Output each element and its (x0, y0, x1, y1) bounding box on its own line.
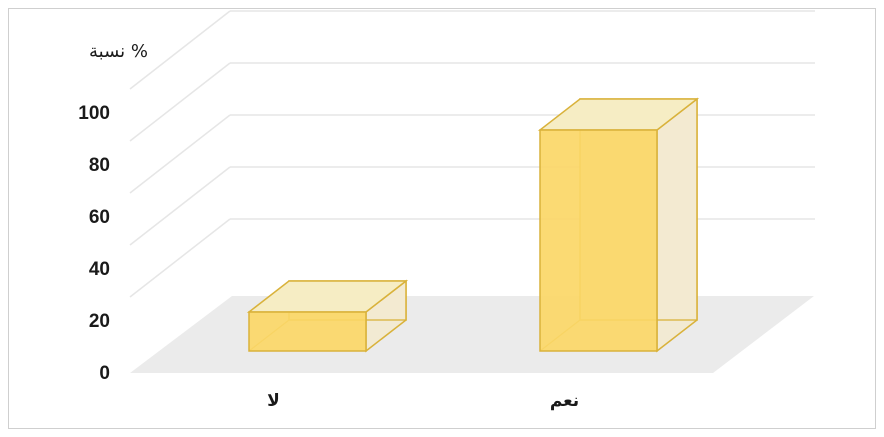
bars (246, 97, 700, 353)
grid-line-side (129, 10, 231, 90)
bar (246, 279, 409, 353)
y-tick-label: 80 (89, 155, 110, 176)
y-tick-label: 60 (89, 207, 110, 228)
bar (537, 97, 700, 353)
grid-line-side (129, 166, 231, 246)
x-category-label: نعم (550, 391, 579, 411)
bar-side-face (656, 97, 698, 353)
y-axis-ticks: 0 20 40 60 80 100 (78, 103, 110, 384)
grid-line-side (129, 62, 231, 142)
grid-lines (129, 10, 815, 298)
y-tick-label: 20 (89, 311, 110, 332)
x-category-label: لا (267, 391, 280, 411)
bar-front-face (539, 129, 658, 352)
y-axis-title: نسبة % (89, 41, 148, 62)
y-tick-label: 40 (89, 259, 110, 280)
bar-front-face (248, 311, 367, 352)
y-tick-label: 0 (99, 363, 110, 384)
x-axis-categories: لا نعم (267, 391, 579, 411)
grid-line-side (129, 218, 231, 298)
y-tick-label: 100 (78, 103, 110, 124)
chart-floor (130, 296, 814, 373)
grid-line-side (129, 114, 231, 194)
